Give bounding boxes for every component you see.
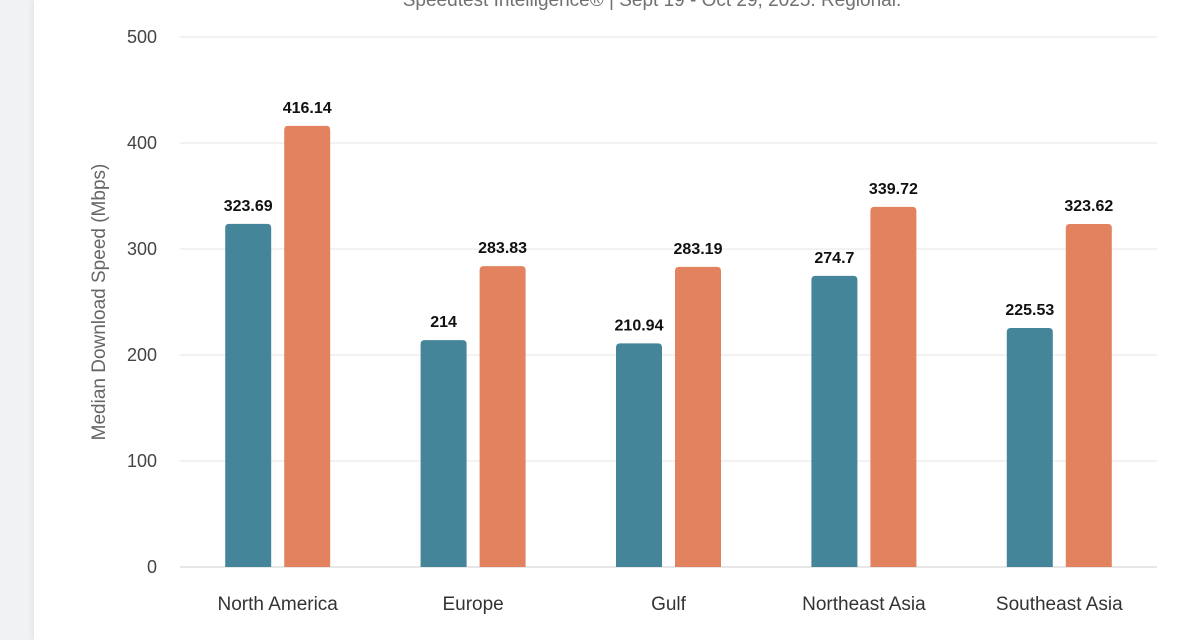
data-label: 339.72: [869, 181, 918, 198]
data-label: 323.69: [224, 198, 273, 215]
bar-europe-series-2: [479, 266, 526, 567]
x-category-label: Northeast Asia: [802, 594, 926, 615]
chart-subtitle: Speedtest Intelligence® | Sept 19 - Oct …: [402, 0, 902, 11]
bar-north-america-series-1: [225, 223, 272, 567]
bar-gulf-series-1: [616, 343, 662, 567]
x-category-label: Southeast Asia: [996, 594, 1123, 615]
x-category-label: North America: [218, 594, 339, 615]
y-axis-title: Median Download Speed (Mbps): [89, 164, 110, 441]
bar-europe-series-1: [420, 340, 467, 567]
bars: [225, 125, 1112, 568]
x-axis-categories: North America Europe Gulf Northeast Asia Sou…: [218, 594, 1124, 615]
data-label: 283.83: [478, 240, 527, 257]
data-label: 274.7: [814, 250, 854, 267]
y-tick-label: 0: [147, 557, 157, 577]
data-label: 283.19: [674, 241, 723, 258]
data-labels: 323.69 416.14 214 283.83 210.94 283.19 274.7 33…: [224, 100, 1114, 335]
data-label: 214: [430, 314, 457, 331]
y-tick-label: 500: [127, 27, 157, 47]
data-label: 416.14: [283, 100, 332, 117]
y-axis-ticks: 0 100 200 300 400 500: [127, 27, 157, 577]
bar-northeast-asia-series-2: [870, 206, 917, 568]
x-category-label: Gulf: [651, 594, 687, 615]
y-tick-label: 200: [127, 345, 157, 365]
bar-gulf-series-2: [675, 266, 721, 567]
y-tick-label: 300: [127, 239, 157, 259]
data-label: 225.53: [1005, 302, 1054, 319]
bar-southeast-asia-series-2: [1065, 223, 1112, 567]
data-label: 323.62: [1064, 198, 1113, 215]
data-label: 210.94: [615, 317, 664, 334]
x-category-label: Europe: [442, 594, 503, 615]
y-tick-label: 400: [127, 133, 157, 153]
bar-north-america-series-2: [284, 125, 331, 567]
gridlines: [180, 36, 1157, 568]
bar-northeast-asia-series-1: [811, 275, 858, 567]
y-tick-label: 100: [127, 451, 157, 471]
bar-southeast-asia-series-1: [1006, 327, 1053, 567]
